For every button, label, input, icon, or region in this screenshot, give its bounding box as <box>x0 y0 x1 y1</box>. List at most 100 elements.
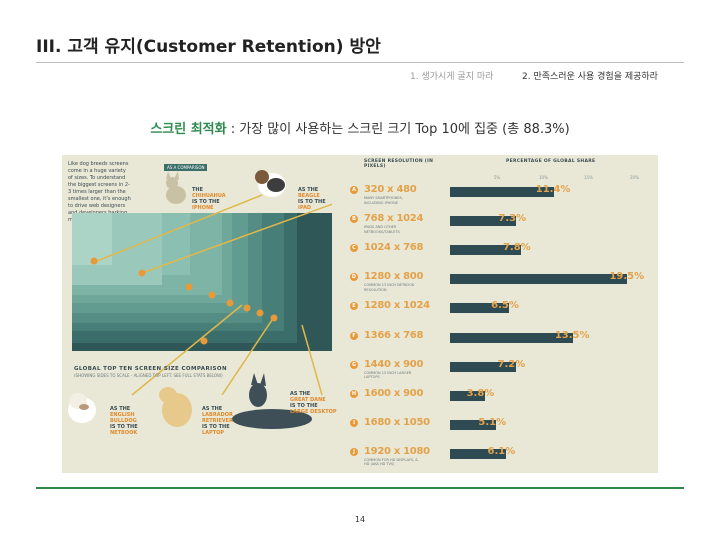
marker-j <box>200 337 208 345</box>
share-header: PERCENTAGE OF GLOBAL SHARE <box>506 159 596 164</box>
share-value-label: 6.1% <box>487 445 516 457</box>
dog-label-labrador: AS THE LABRADOR RETRIEVER IS TO THE LAPT… <box>202 406 233 436</box>
row-badge: I <box>350 418 358 427</box>
tick-label: 5% <box>494 175 501 180</box>
dog-label-beagle: AS THE BEAGLE IS TO THE IPAD <box>298 187 326 211</box>
share-bar <box>450 303 510 314</box>
share-bar <box>450 187 554 197</box>
pointer-line-netbook <box>131 304 243 396</box>
breadcrumb-step-2: 2. 만족스러운 사용 경험을 제공하라 <box>522 72 658 82</box>
share-bar <box>450 245 521 256</box>
footer-divider <box>36 487 684 489</box>
marker-d <box>208 291 216 299</box>
screen-comparison-subtitle: (SHOWING SIDES TO SCALE - ALIGNED TOP LE… <box>74 373 223 378</box>
share-row: A 320 x 480 MANY SMARTPHONES, INCLUDING IP… <box>350 183 650 213</box>
marker-g <box>256 309 264 317</box>
dog-label-great-dane: AS THE GREAT DANE IS TO THE LARGE DESKTO… <box>290 391 337 415</box>
pointer-line-iphone <box>91 194 263 264</box>
marker-c <box>185 283 193 291</box>
share-bar <box>450 419 497 430</box>
slide-title: III. 고객 유지(Customer Retention) 방안 <box>36 37 381 57</box>
tick-label: 10% <box>539 175 548 180</box>
resolution-note: COMMON 15 INCH LARGER LAPTOPS <box>364 370 412 380</box>
row-badge: E <box>350 302 358 311</box>
chihuahua-icon <box>166 171 186 204</box>
resolution-label: 1280 x 800 <box>364 271 424 283</box>
resolution-label: 1024 x 768 <box>364 242 424 254</box>
screen-comparison-graphic <box>68 170 332 429</box>
bulldog-icon <box>68 393 96 423</box>
marker-b <box>138 269 146 277</box>
share-bar <box>450 448 506 459</box>
resolution-note: MANY SMARTPHONES, INCLUDING IPHONE <box>364 196 403 205</box>
screen-size-infographic: Like dog breeds screens come in a huge v… <box>62 155 658 473</box>
share-bar <box>450 390 485 401</box>
share-row: D 1280 x 800 COMMON 13 INCH NETBOOK RESOLU… <box>350 270 650 300</box>
row-badge: A <box>350 186 358 194</box>
tick-label: 20% <box>630 175 639 180</box>
resolution-header: SCREEN RESOLUTION (IN PIXELS) <box>364 159 434 169</box>
headline-highlight: 스크린 최적화 <box>150 122 227 137</box>
beagle-icon <box>255 170 286 197</box>
share-bar <box>450 274 628 285</box>
share-row: G 1440 x 900 COMMON 15 INCH LARGER LAPTOPS… <box>350 358 650 388</box>
share-row: I 1680 x 1050 5.1% <box>350 416 650 446</box>
marker-h <box>270 314 278 322</box>
screen-rect-a <box>72 213 112 265</box>
dog-label-bulldog: AS THE ENGLISH BULLDOG IS TO THE NETBOOK <box>110 406 138 436</box>
share-row: C 1024 x 768 7.8% <box>350 241 650 271</box>
page-number: 14 <box>354 515 366 524</box>
share-row: F 1366 x 768 13.5% <box>350 329 650 359</box>
comparison-tag: AS A COMPARISON <box>164 164 208 171</box>
row-badge: D <box>350 273 358 282</box>
share-value-label: 11.4% <box>535 184 571 195</box>
share-row: H 1600 x 900 3.8% <box>350 387 650 417</box>
resolution-label: 1920 x 1080 <box>364 445 430 457</box>
tick-label: 15% <box>584 175 593 180</box>
slide-headline: 스크린 최적화 : 가장 많이 사용하는 스크린 크기 Top 10에 집중 (… <box>0 118 720 137</box>
share-value-label: 13.5% <box>554 329 590 341</box>
share-row: B 768 x 1024 IPADS AND OTHER NETBOOKS/TABL… <box>350 212 650 242</box>
resolution-note: COMMON FOR HD DISPLAYS, & HD (AKA HD TVS… <box>364 457 419 467</box>
share-bar <box>450 216 517 227</box>
share-bar <box>450 332 573 343</box>
share-value-label: 3.8% <box>466 387 495 399</box>
resolution-label: 1600 x 900 <box>364 387 424 399</box>
share-row: E 1280 x 1024 6.5% <box>350 299 650 329</box>
resolution-note: COMMON 13 INCH NETBOOK RESOLUTION <box>364 283 415 292</box>
pointer-line-ipad <box>141 203 332 274</box>
resolution-note: IPADS AND OTHER NETBOOKS/TABLETS <box>364 225 400 234</box>
share-value-label: 6.5% <box>491 300 519 312</box>
share-value-label: 7.8% <box>502 242 531 254</box>
resolution-label: 1280 x 1024 <box>364 300 430 312</box>
resolution-label: 1680 x 1050 <box>364 416 430 428</box>
row-badge: G <box>350 360 358 369</box>
great-dane-icon <box>232 373 312 429</box>
share-value-label: 19.5% <box>609 271 645 283</box>
row-badge: C <box>350 244 358 253</box>
share-value-label: 5.1% <box>478 416 507 428</box>
share-row: J 1920 x 1080 COMMON FOR HD DISPLAYS, & HD… <box>350 445 650 475</box>
row-badge: F <box>350 331 358 340</box>
resolution-label: 1366 x 768 <box>364 329 424 341</box>
share-value-label: 7.2% <box>497 358 526 370</box>
pointer-line-desktop <box>301 324 323 396</box>
marker-f <box>243 304 251 312</box>
dog-label-chihuahua: THE CHIHUAHUA IS TO THE IPHONE <box>192 187 226 211</box>
row-badge: B <box>350 215 358 224</box>
marker-a <box>90 257 98 265</box>
share-value-label: 7.3% <box>498 213 527 225</box>
screen-comparison-title: GLOBAL TOP TEN SCREEN SIZE COMPARISON <box>74 366 227 372</box>
row-badge: J <box>350 447 358 456</box>
title-divider <box>36 62 684 63</box>
row-badge: H <box>350 389 358 398</box>
resolution-label: 320 x 480 <box>364 184 417 195</box>
marker-e <box>226 299 234 307</box>
resolution-label: 768 x 1024 <box>364 213 424 225</box>
pointer-line-laptop <box>221 319 273 396</box>
breadcrumb-step-1: 1. 생가시게 굴지 마라 <box>410 72 494 82</box>
headline-text: : 가장 많이 사용하는 스크린 크기 Top 10에 집중 (총 88.3%) <box>226 122 570 137</box>
share-bar <box>450 361 516 372</box>
resolution-label: 1440 x 900 <box>364 358 424 370</box>
labrador-icon <box>159 387 192 427</box>
